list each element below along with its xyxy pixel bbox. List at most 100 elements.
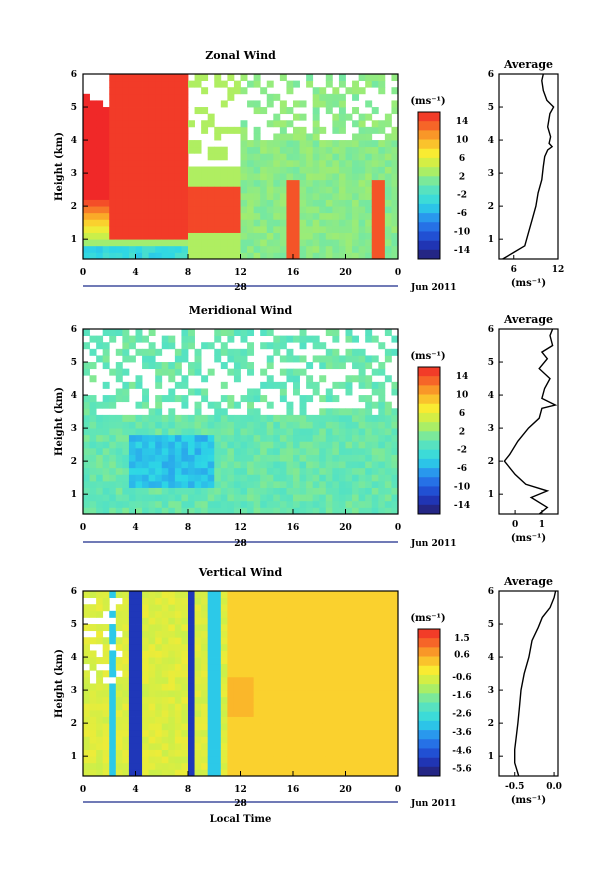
heatmap-cell [253,179,261,187]
heatmap-cell [371,696,379,704]
heatmap-cell [352,239,360,247]
heatmap-cell [378,74,386,82]
heatmap-cell [181,239,189,247]
heatmap-cell [214,610,222,618]
heatmap-cell [286,500,294,508]
heatmap-cell [365,617,373,625]
heatmap-cell [142,676,150,684]
heatmap-cell [135,225,143,233]
y-tick-label: 2 [71,457,77,467]
heatmap-cell [384,500,392,508]
heatmap-cell [142,690,150,698]
heatmap-cell [161,742,169,750]
heatmap-cell [266,617,274,625]
heatmap-cell [174,153,182,161]
heatmap-cell [135,173,143,181]
heatmap-cell [253,133,261,141]
heatmap-cell [181,140,189,148]
heatmap-cell [188,252,195,260]
heatmap-cell [240,709,248,717]
heatmap-cell [391,591,399,599]
heatmap-cell [220,591,228,599]
heatmap-cell [102,355,110,363]
heatmap-cell [299,414,307,422]
heatmap-cell [122,74,130,82]
heatmap-cell [214,650,222,658]
heatmap-cell [220,663,228,671]
heatmap-cell [115,173,123,181]
heatmap-cell [371,487,379,495]
heatmap-cell [253,690,261,698]
heatmap-cell [299,507,307,515]
heatmap-cell [293,239,300,247]
heatmap-cell [338,434,346,442]
heatmap-cell [332,500,340,508]
heatmap-cell [142,742,150,750]
heatmap-cell [345,421,353,429]
heatmap-cell [142,696,150,704]
heatmap-cell [214,480,222,488]
heatmap-cell [338,362,346,370]
heatmap-cell [207,447,215,455]
heatmap-cell [338,100,346,108]
heatmap-cell [365,723,373,731]
heatmap-cell [273,500,281,508]
month-label: Jun 2011 [410,799,457,809]
heatmap-cell [293,146,300,154]
heatmap-cell [155,657,163,665]
heatmap-cell [312,232,320,240]
heatmap-cell [253,494,261,502]
heatmap-cell [122,120,130,128]
heatmap-cell [273,381,281,389]
heatmap-cell [142,140,150,148]
heatmap-cell [83,126,90,134]
heatmap-cell [102,153,110,161]
heatmap-cell [345,624,353,632]
heatmap-cell [240,676,248,684]
heatmap-cell [286,610,294,618]
heatmap-cell [220,676,228,684]
heatmap-cell [286,474,294,482]
heatmap-cell [247,342,255,350]
heatmap-cell [378,388,386,396]
heatmap-cell [371,716,379,724]
heatmap-cell [293,696,300,704]
heatmap-cell [384,624,392,632]
heatmap-cell [332,474,340,482]
heatmap-cell [371,219,379,227]
heatmap-cell [83,225,90,233]
heatmap-cell [194,186,202,194]
heatmap-cell [233,500,241,508]
heatmap-cell [325,232,333,240]
heatmap-cell [220,500,228,508]
heatmap-cell [345,408,353,416]
heatmap-cell [365,703,373,711]
colorbar-tick-label: -0.6 [452,673,471,683]
heatmap-cell [161,133,169,141]
heatmap-cell [181,199,189,207]
heatmap-cell [240,199,248,207]
heatmap-cell [102,742,110,750]
heatmap-cell [83,454,90,462]
heatmap-cell [188,643,195,651]
heatmap-cell [148,624,156,632]
heatmap-cell [122,617,130,625]
heatmap-cell [109,414,117,422]
heatmap-cell [148,133,156,141]
heatmap-cell [155,133,163,141]
heatmap-cell [109,93,117,101]
heatmap-cell [306,80,314,88]
heatmap-cell [338,703,346,711]
heatmap-cell [345,206,353,214]
heatmap-cell [332,723,340,731]
heatmap-cell [325,192,333,200]
heatmap-cell [96,212,104,220]
heatmap-cell [109,219,117,227]
heatmap-cell [365,80,373,88]
heatmap-cell [128,159,136,167]
heatmap-cell [155,769,163,777]
heatmap-cell [266,120,274,128]
heatmap-cell [135,87,143,95]
heatmap-cell [319,650,327,658]
heatmap-cell [266,146,274,154]
